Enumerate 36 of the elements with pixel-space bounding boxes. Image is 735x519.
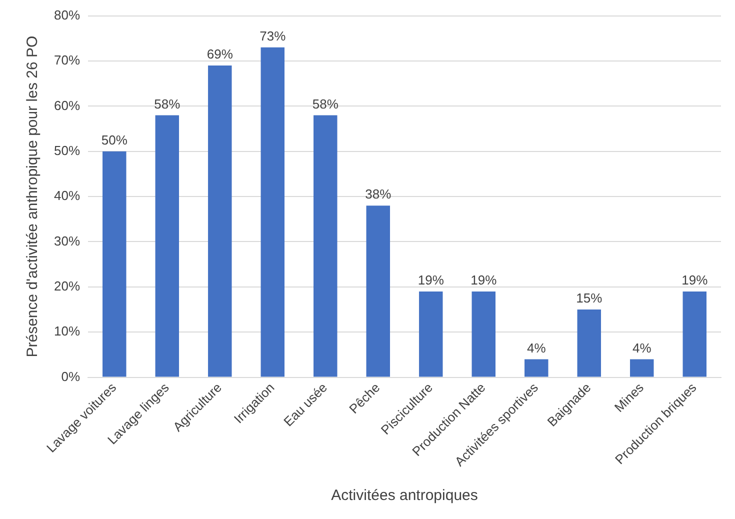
data-label: 19% — [682, 272, 708, 288]
x-axis-title: Activitées antropiques — [331, 487, 478, 504]
data-label: 73% — [260, 28, 286, 44]
data-label: 15% — [576, 290, 603, 306]
bar — [208, 66, 232, 377]
data-label: 50% — [101, 132, 128, 148]
y-tick-label: 50% — [54, 142, 80, 158]
data-label: 4% — [526, 340, 546, 356]
data-label: 69% — [206, 46, 234, 62]
bar — [630, 359, 654, 377]
y-axis-title: Présence d'activitée anthropique pour les 26 PO — [24, 36, 42, 358]
bar — [260, 47, 285, 377]
y-tick-label: 0% — [61, 368, 80, 384]
bar — [577, 310, 601, 377]
y-tick-label: 20% — [54, 278, 80, 294]
bar — [524, 359, 548, 377]
data-label: 58% — [312, 96, 339, 112]
y-tick-label: 70% — [54, 52, 80, 68]
y-tick-label: 60% — [54, 98, 80, 113]
bar — [314, 115, 338, 377]
x-tick-label: Eau usée — [280, 380, 330, 430]
bar — [472, 291, 496, 377]
data-label: 58% — [154, 96, 181, 112]
bar — [419, 291, 443, 377]
bar — [682, 291, 706, 377]
data-label: 4% — [632, 340, 652, 356]
data-label: 19% — [418, 272, 444, 288]
y-tick-label: 80% — [54, 7, 80, 22]
data-label: 19% — [470, 272, 498, 288]
y-tick-label: 40% — [54, 188, 80, 204]
bar — [102, 151, 126, 377]
y-tick-label: 30% — [54, 233, 80, 248]
bar — [366, 206, 390, 377]
y-tick-label: 10% — [54, 324, 80, 339]
data-label: 38% — [365, 186, 392, 202]
bar — [155, 115, 180, 377]
